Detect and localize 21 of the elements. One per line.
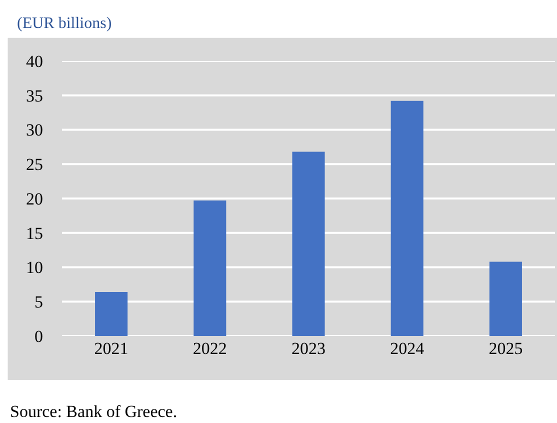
x-tick-label: 2024 [390, 339, 425, 358]
y-tick-label: 5 [34, 292, 43, 312]
y-tick-label: 25 [26, 155, 43, 174]
y-tick-label: 35 [26, 86, 43, 106]
y-axis-title: (EUR billions) [17, 15, 112, 32]
x-tick-label: 2021 [94, 339, 128, 358]
x-tick-label: 2025 [488, 339, 523, 358]
bar [292, 152, 325, 336]
y-tick-label: 0 [34, 326, 43, 346]
bar [194, 200, 226, 336]
x-tick-label: 2022 [192, 339, 227, 358]
y-tick-label: 15 [26, 224, 43, 243]
y-tick-label: 20 [26, 189, 43, 208]
y-tick-label: 10 [26, 258, 43, 278]
x-tick-label: 2023 [292, 339, 326, 358]
source-note: Source: Bank of Greece. [10, 402, 178, 421]
bar [95, 292, 128, 336]
y-tick-label: 30 [26, 120, 43, 140]
bar [489, 262, 522, 336]
y-tick-label: 40 [26, 52, 43, 71]
bar [390, 100, 424, 336]
